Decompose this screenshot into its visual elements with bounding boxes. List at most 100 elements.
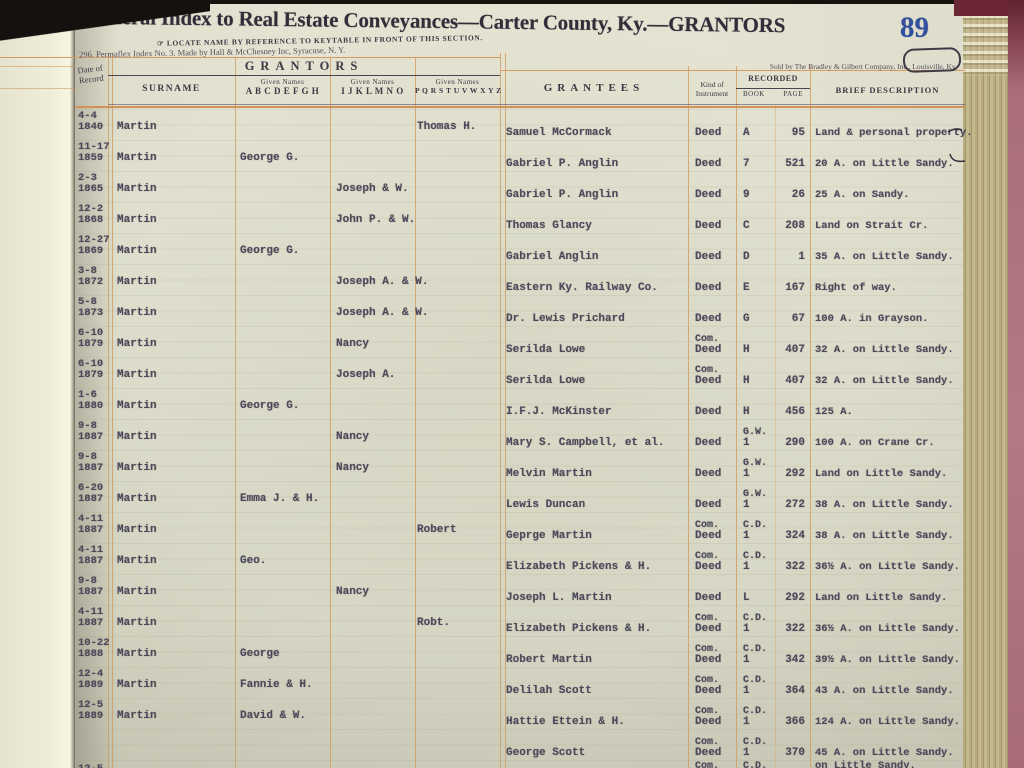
given-name-pqrs-cell [415, 388, 500, 419]
given-name-ijk-cell: Nancy [336, 431, 370, 443]
kind-of-instrument-cell: Com. Deed [695, 334, 722, 356]
facing-page [0, 0, 75, 768]
ledger-row: 10-22 1888 Martin George Robert Martin C… [75, 636, 965, 667]
given-name-pqrs-cell: Robert [417, 524, 457, 536]
kind-of-instrument-cell: Com. Deed [695, 365, 722, 387]
description-cell: 36½ A. on Little Sandy. [815, 623, 960, 635]
book-cell: C.D. 1 [743, 613, 768, 635]
given-name-ijk-cell [330, 760, 415, 768]
recorded-cell: C.D. 1 366 [736, 706, 810, 748]
given-name-abc-cell [235, 295, 330, 326]
facing-page-rule-2 [0, 88, 75, 89]
kind-of-instrument-cell: Deed [695, 499, 722, 511]
surname-cell: Martin [117, 617, 157, 629]
page-cell: 370 [785, 747, 805, 759]
page-cell: 292 [785, 468, 805, 480]
surname-header: SURNAME [142, 84, 201, 94]
grantee-cell: Serilda Lowe [506, 344, 586, 356]
given-name-abc-cell [235, 605, 330, 636]
kind-of-instrument-cell: Deed [695, 282, 722, 294]
given-name-ijk-cell [330, 543, 415, 574]
page-cell: 67 [791, 313, 805, 325]
kind-of-instrument-cell: Deed [695, 251, 722, 263]
recorded-cell: 9 26 [736, 190, 810, 221]
ledger-row: 12-5 1889 Martin David & W. Hattie Ettei… [75, 698, 965, 729]
grantee-cell: Gabriel Anglin [506, 251, 599, 263]
given-name-pqrs-cell [415, 729, 500, 760]
ledger-page: General Index to Real Estate Conveyances… [75, 4, 973, 768]
book-cell: C.D. 1 [743, 644, 768, 666]
date-cell: 6-10 1879 [78, 327, 104, 350]
column-rule [504, 53, 506, 768]
page-cell: 272 [785, 499, 805, 511]
date-cell: 1-6 1880 [78, 389, 104, 412]
given-name-abc-cell: George G. [240, 152, 300, 164]
title-row: General Index to Real Estate Conveyances… [85, 5, 957, 44]
page-cell: 407 [785, 375, 805, 387]
description-cell: 100 A. in Grayson. [815, 313, 929, 325]
recorded-cell: E 167 [736, 283, 810, 314]
description-cell: Land & personal property. [815, 127, 973, 139]
date-cell: 4-11 1887 [78, 606, 104, 629]
given-name-pqrs-cell [415, 574, 500, 605]
given-name-pqrs-cell [415, 295, 500, 326]
date-cell: 12-4 1889 [78, 668, 104, 691]
date-cell: 4-11 1887 [78, 544, 104, 567]
page-number: 89 [899, 11, 930, 44]
given-names-abc-header: Given Names A B C D E F G H [245, 78, 320, 96]
description-cell: 35 A. on Little Sandy. [815, 251, 954, 263]
book-cell: H [743, 344, 750, 356]
ledger-row: 6-10 1879 Martin Nancy Serilda Lowe Com.… [75, 326, 965, 357]
grantee-cell: Elizabeth Pickens & H. [506, 623, 652, 635]
brief-description-header: BRIEF DESCRIPTION [835, 85, 940, 95]
description-cell: 38 A. on Little Sandy. [815, 499, 954, 511]
surname-cell: Martin [117, 152, 157, 164]
date-cell: 12-5 1889 [78, 699, 104, 722]
grantee-cell: Melvin Martin [506, 468, 592, 480]
seller-note: Sold by The Bradley & Gilbert Company, I… [769, 62, 957, 71]
given-name-ijk-cell: Nancy [336, 462, 370, 474]
book-cell: G.W. 1 [743, 489, 768, 511]
kind-of-instrument-cell: Deed [695, 313, 722, 325]
given-name-pqrs-cell [415, 140, 500, 171]
given-name-ijk-cell [330, 605, 415, 636]
kind-of-instrument-cell: Deed [695, 406, 722, 418]
recorded-cell: C.D. 1 364 [736, 675, 810, 717]
grantee-cell: Robert Martin [506, 654, 592, 666]
kind-of-instrument-cell: Com. Deed [695, 737, 722, 759]
page-cell: 290 [785, 437, 805, 449]
grantee-cell: Gabriel P. Anglin [506, 158, 619, 170]
recorded-cell: L 292 [736, 593, 810, 624]
header-bottom-orange-rule [75, 106, 965, 108]
given-name-ijk-cell: Joseph A. & W. [336, 276, 429, 288]
given-name-ijk-cell [330, 233, 415, 264]
page-cell: 1 [798, 251, 805, 263]
description-cell: 45 A. on Little Sandy. [815, 747, 954, 759]
date-cell: 4-4 1840 [78, 110, 104, 133]
date-of-record-header: Date of Record [76, 62, 105, 86]
given-name-abc-cell [235, 450, 330, 481]
book-cell: 7 [743, 158, 750, 170]
recorded-cell: C 208 [736, 221, 810, 252]
ledger-row: 6-20 1887 Martin Emma J. & H. Lewis Dunc… [75, 481, 965, 512]
surname-cell: Martin [117, 214, 157, 226]
date-cell: 12-5 [75, 760, 108, 768]
book-cell: C.D. 1 [743, 737, 768, 759]
surname-cell: Martin [117, 245, 157, 257]
recorded-cell: G.W. 1 290 [736, 427, 810, 469]
kind-of-instrument-cell: Deed [695, 437, 722, 449]
ledger-row: 12-5 Com. C.D. on Little Sandy. [75, 760, 965, 768]
given-name-pqrs-cell [415, 264, 500, 295]
surname-cell: Martin [117, 493, 157, 505]
ledger-row: 12-2 1868 Martin John P. & W. Thomas Gla… [75, 202, 965, 233]
page-cell: 521 [785, 158, 805, 170]
page-cell: 324 [785, 530, 805, 542]
given-name-pqrs-cell [415, 357, 500, 388]
book-cover-corner [954, 0, 1014, 16]
ledger-row: 9-8 1887 Martin Nancy Joseph L. Martin D… [75, 574, 965, 605]
given-name-abc-cell: George G. [240, 245, 300, 257]
grantee-cell: Lewis Duncan [506, 499, 586, 511]
recorded-cell: C.D. [736, 761, 810, 768]
ledger-row: 2-3 1865 Martin Joseph & W. Gabriel P. A… [75, 171, 965, 202]
